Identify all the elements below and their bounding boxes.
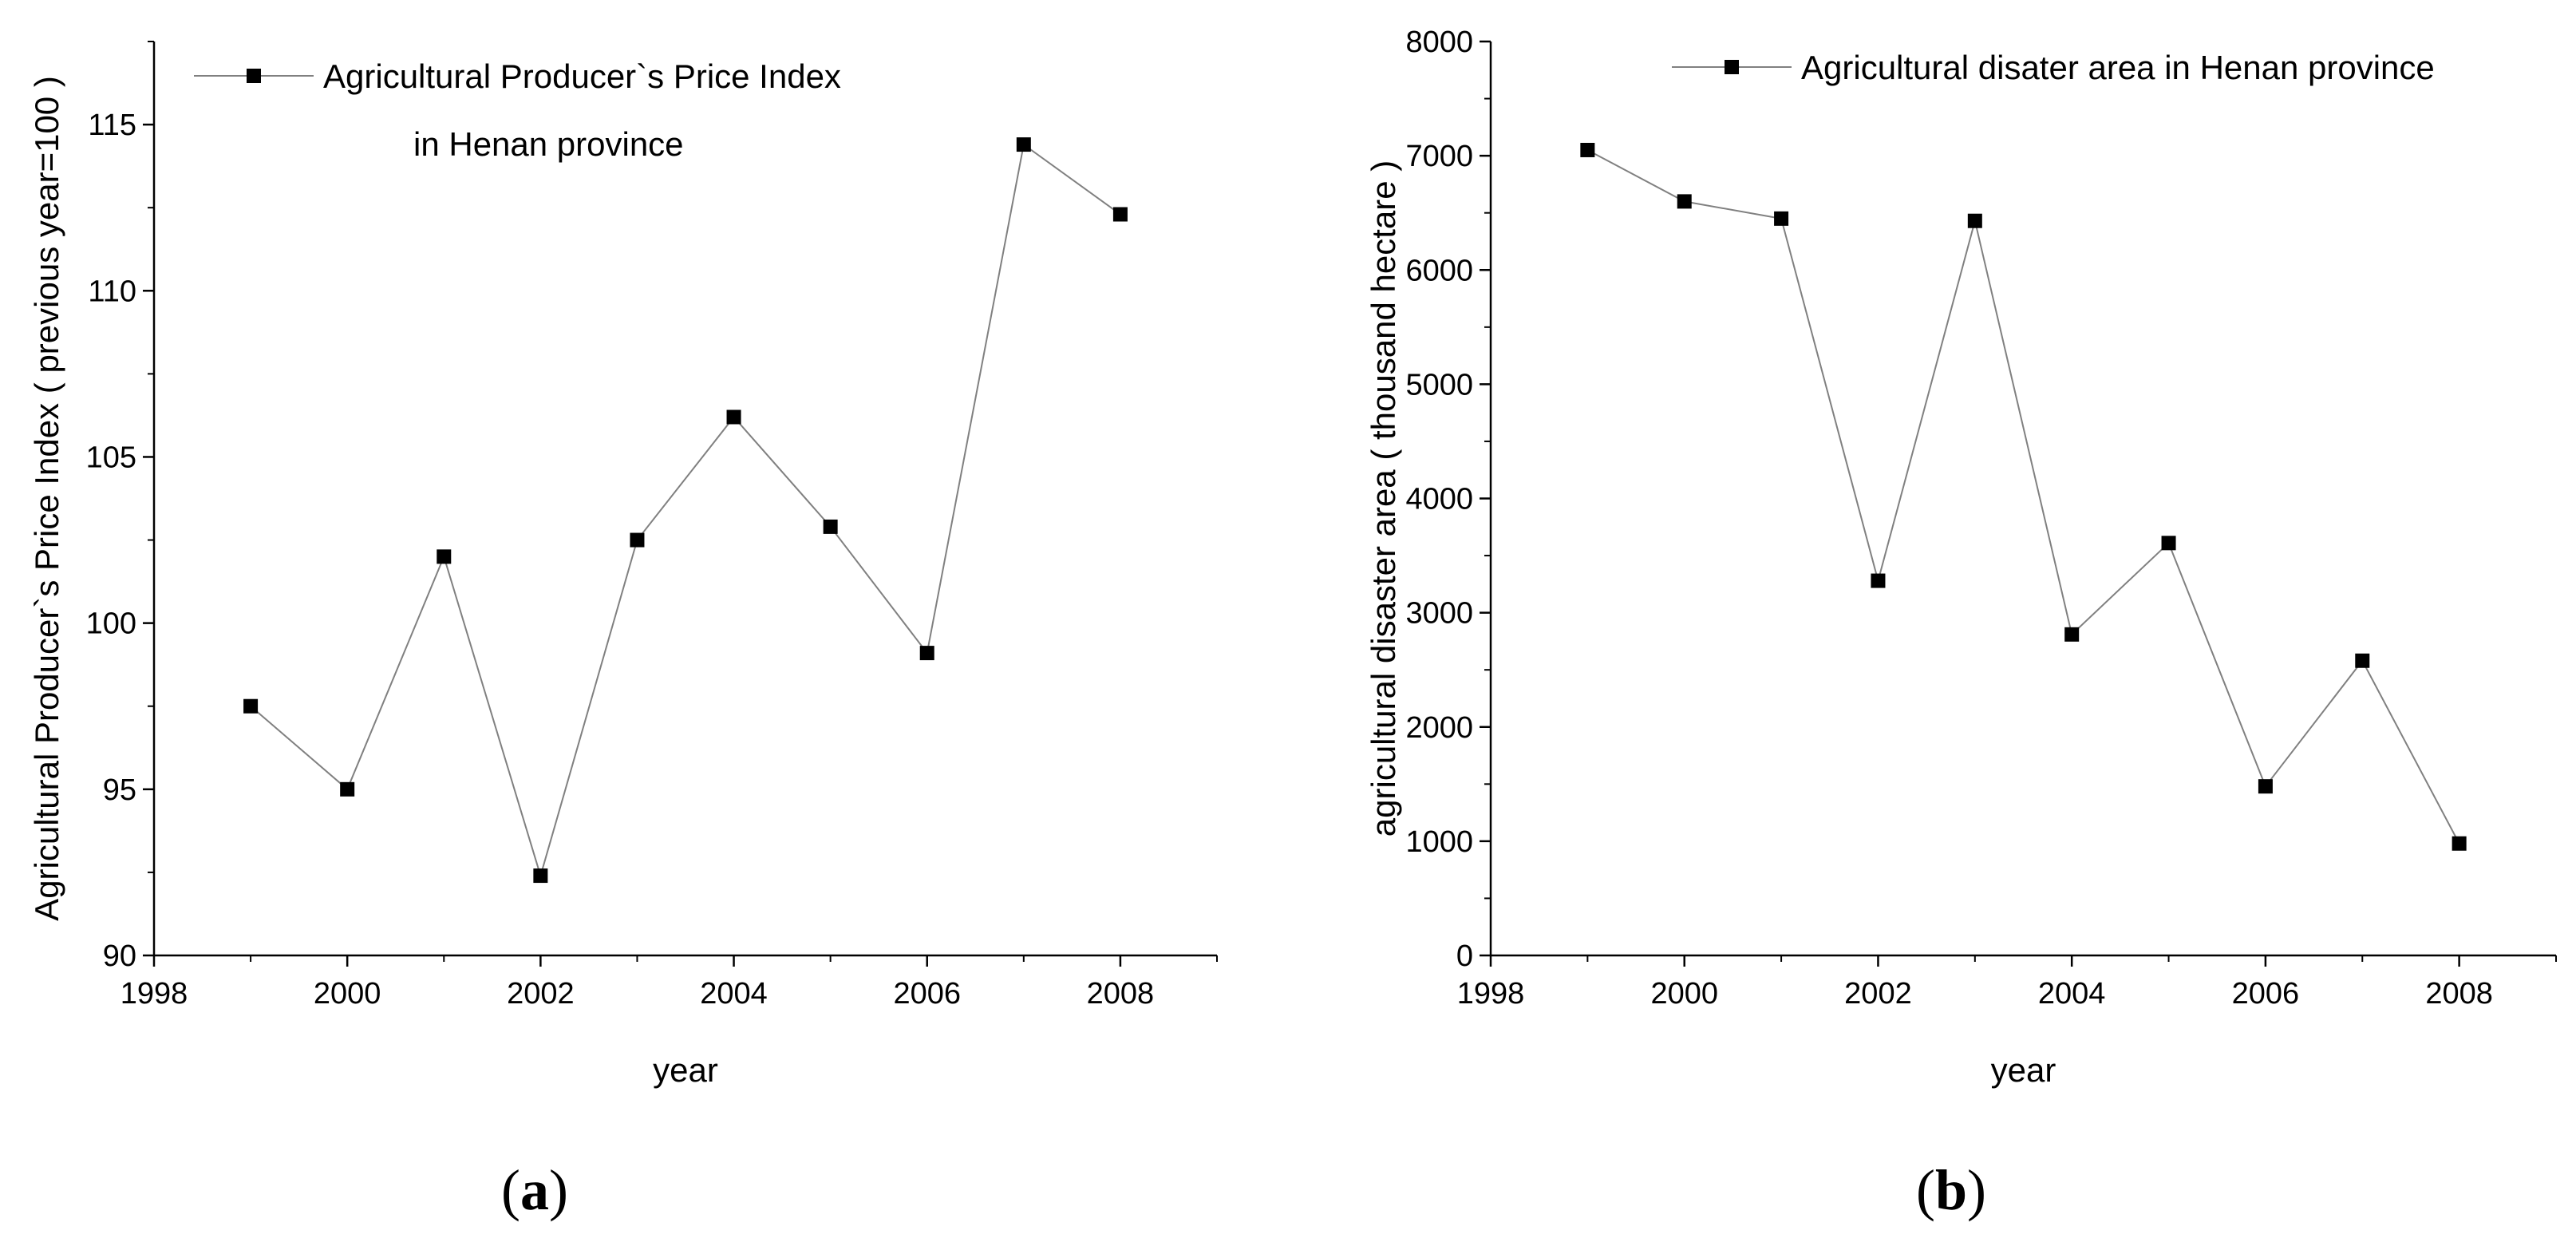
y-tick-label: 5000: [1405, 368, 1473, 401]
x-tick-label: 2002: [507, 977, 575, 1011]
x-tick-label: 2002: [1844, 977, 1912, 1011]
data-point-marker: [2355, 653, 2370, 668]
y-tick-label: 4000: [1405, 483, 1473, 516]
data-point-marker: [2452, 836, 2467, 851]
legend-label: Agricultural disater area in Henan provi…: [1801, 49, 2435, 86]
legend-label: Agricultural Producer`s Price Index: [323, 57, 841, 95]
y-tick-label: 110: [88, 275, 136, 308]
data-point-marker: [2161, 536, 2176, 551]
data-point-marker: [1967, 213, 1982, 228]
data-point-marker: [437, 549, 452, 564]
x-tick-label: 2004: [2038, 977, 2106, 1011]
data-point-marker: [1677, 194, 1692, 209]
data-point-marker: [630, 532, 645, 548]
y-tick-label: 100: [86, 607, 136, 641]
x-tick-label: 2004: [700, 977, 768, 1011]
x-axis-title: year: [653, 1051, 718, 1089]
y-tick-label: 6000: [1405, 254, 1473, 287]
data-point-marker: [243, 698, 259, 714]
x-tick-label: 2008: [2425, 977, 2493, 1011]
y-tick-label: 95: [103, 773, 136, 807]
y-axis-title: agricultural disaster area ( thousand he…: [1365, 160, 1402, 837]
y-tick-label: 7000: [1405, 140, 1473, 173]
x-tick-label: 2000: [314, 977, 381, 1011]
chart-panel-a: 1998 2000 2002 2004 2006 2008 90 95 100 105 110 115…: [28, 41, 1218, 1222]
y-tick-label: 115: [88, 109, 136, 142]
data-point-marker: [919, 646, 934, 661]
data-point-marker: [1112, 207, 1128, 222]
legend-marker: [247, 69, 261, 83]
x-tick-label: 1998: [1457, 977, 1525, 1011]
series-line: [250, 143, 1121, 879]
x-tick-label: 2006: [2232, 977, 2300, 1011]
x-tick-label: 2000: [1650, 977, 1718, 1011]
data-point-marker: [1016, 137, 1031, 152]
data-point-marker: [1580, 142, 1595, 157]
x-tick-label: 2006: [893, 977, 961, 1011]
data-point-marker: [1871, 573, 1886, 588]
legend-label-line2: in Henan province: [413, 125, 684, 163]
data-point-marker: [533, 868, 548, 884]
legend-marker: [1725, 60, 1739, 74]
series-line: [1586, 149, 2460, 844]
data-point-marker: [726, 409, 741, 425]
data-point-marker: [340, 781, 355, 797]
y-tick-label: 0: [1456, 939, 1473, 973]
x-tick-label: 2008: [1087, 977, 1155, 1011]
data-point-marker: [1774, 211, 1789, 226]
data-point-marker: [2258, 779, 2273, 794]
x-axis-title: year: [1991, 1051, 2056, 1089]
y-tick-label: 8000: [1405, 26, 1473, 59]
panel-label: (a): [501, 1158, 568, 1222]
data-point-marker: [823, 519, 838, 534]
y-tick-label: 1000: [1405, 825, 1473, 859]
data-point-marker: [2064, 627, 2080, 642]
chart-panel-b: 1998 2000 2002 2004 2006 2008 0 1000 2000 3000 400…: [1365, 26, 2557, 1222]
y-tick-label: 90: [103, 939, 136, 973]
y-tick-label: 105: [86, 441, 136, 474]
panel-label: (b): [1916, 1158, 1986, 1222]
y-tick-label: 2000: [1405, 711, 1473, 745]
y-tick-label: 3000: [1405, 597, 1473, 631]
x-tick-label: 1998: [121, 977, 188, 1011]
y-axis-title: Agricultural Producer`s Price Index ( pr…: [28, 76, 65, 921]
